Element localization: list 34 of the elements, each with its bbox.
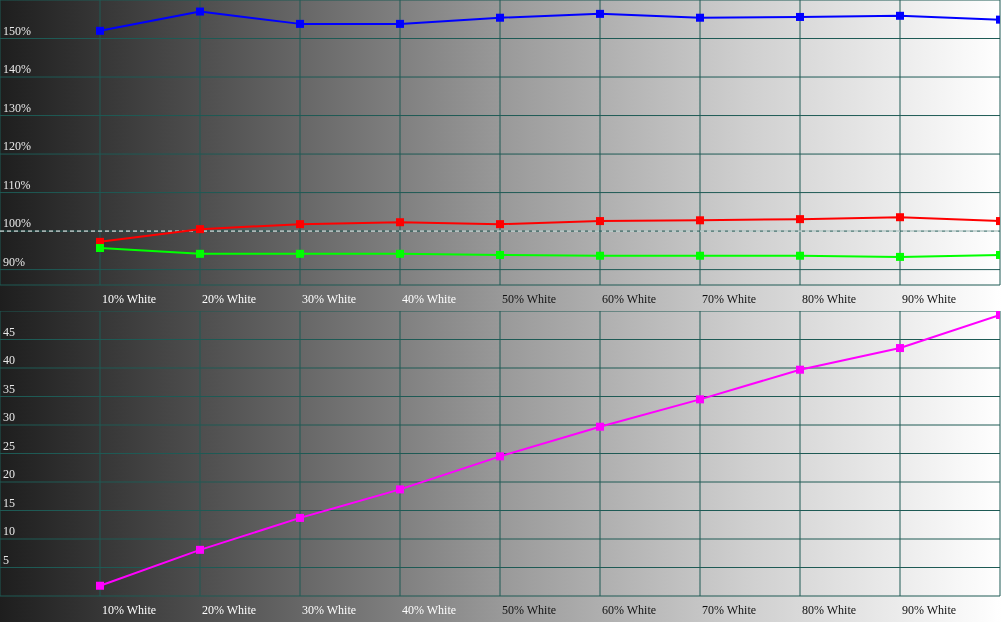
y-tick-label: 30 — [3, 410, 15, 424]
y-tick-label: 20 — [3, 467, 15, 481]
x-tick-label: 80% White — [802, 292, 857, 306]
y-tick-label: 45 — [3, 324, 15, 339]
x-tick-label: 70% White — [702, 292, 757, 306]
x-tick-label: 90% White — [902, 603, 957, 617]
y-tick-label: 90% — [3, 254, 25, 269]
y-tick-label: 120% — [3, 139, 31, 154]
x-tick-label: 10% White — [102, 603, 157, 617]
x-tick-label: 90% White — [902, 292, 957, 306]
y-tick-label: 15 — [3, 495, 15, 510]
y-tick-label: 110% — [3, 177, 31, 192]
x-tick-label: 10% White — [102, 292, 157, 306]
y-tick-label: 140% — [3, 62, 31, 77]
x-tick-label: 40% White — [402, 603, 457, 617]
x-tick-label: 40% White — [402, 292, 457, 306]
x-tick-label: 60% White — [602, 292, 657, 306]
y-tick-label: 130% — [3, 100, 31, 115]
x-tick-label: 60% White — [602, 603, 657, 617]
x-tick-label: 50% White — [502, 292, 557, 306]
x-tick-label: 20% White — [202, 292, 257, 306]
y-tick-label: 40 — [3, 353, 15, 367]
x-tick-label: 50% White — [502, 603, 557, 617]
x-tick-label: 80% White — [802, 603, 857, 617]
x-tick-label: 30% White — [302, 292, 357, 306]
x-tick-label: 20% White — [202, 603, 257, 617]
y-tick-label: 150% — [3, 23, 31, 38]
x-tick-label: 30% White — [302, 603, 357, 617]
y-tick-label: 10 — [3, 524, 15, 538]
y-tick-label: 5 — [3, 552, 9, 567]
y-tick-label: 25 — [3, 438, 15, 453]
x-tick-label: 70% White — [702, 603, 757, 617]
y-tick-label: 100% — [3, 216, 31, 231]
y-tick-label: 35 — [3, 381, 15, 396]
